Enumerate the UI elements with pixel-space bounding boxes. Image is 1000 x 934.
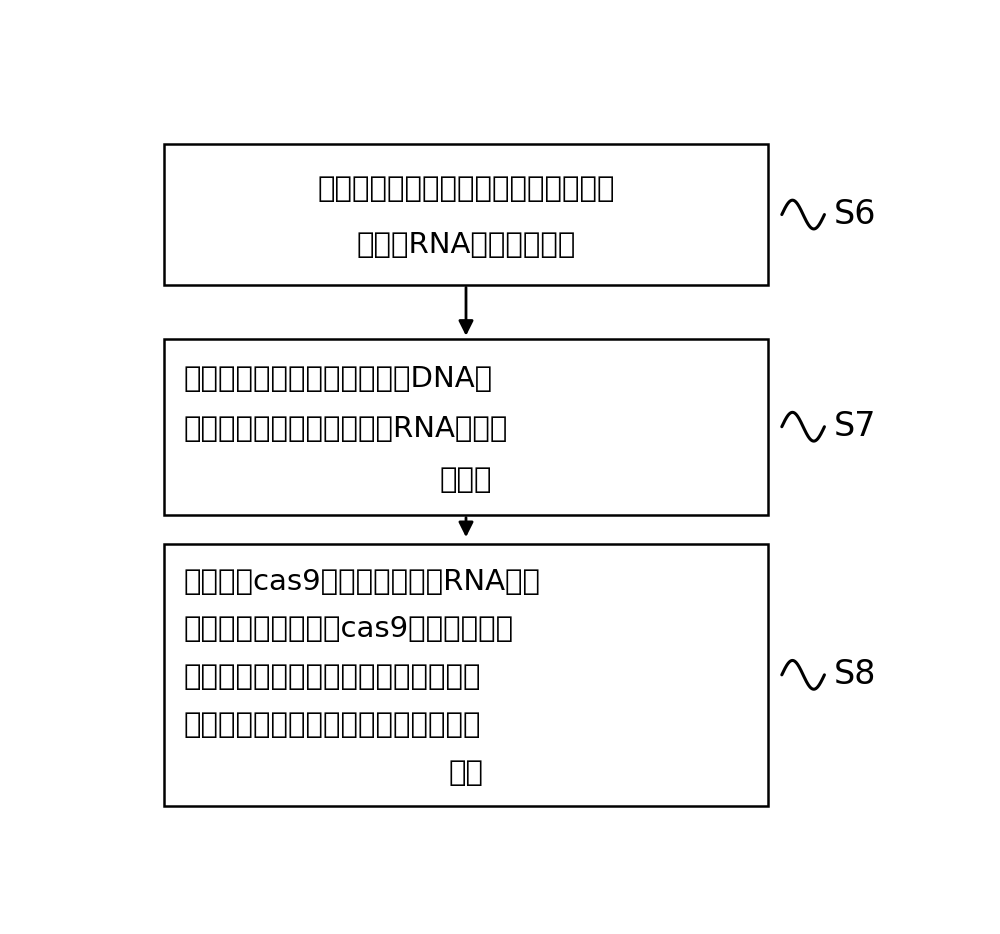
Text: 根据位于所述靶标片段上下游两端的所: 根据位于所述靶标片段上下游两端的所 (317, 176, 615, 204)
Text: S6: S6 (834, 198, 877, 231)
FancyBboxPatch shape (164, 145, 768, 285)
Text: 证片段: 证片段 (440, 465, 492, 493)
Text: 述待验证片段电泳与预设片段大小进行: 述待验证片段电泳与预设片段大小进行 (183, 711, 481, 739)
FancyBboxPatch shape (164, 544, 768, 806)
Text: 通过所述cas9蛋白和所述向导RNA对所: 通过所述cas9蛋白和所述向导RNA对所 (183, 568, 540, 596)
Text: 切割所述待验证片段，将经过切割的所: 切割所述待验证片段，将经过切割的所 (183, 663, 481, 691)
Text: 行扩增，获得包括所述向导RNA的待验: 行扩增，获得包括所述向导RNA的待验 (183, 416, 508, 444)
FancyBboxPatch shape (164, 339, 768, 515)
Text: 通过所述验证引物和所述样本DNA进: 通过所述验证引物和所述样本DNA进 (183, 365, 492, 393)
Text: 述待验证片段做体外cas9酶切反应，以: 述待验证片段做体外cas9酶切反应，以 (183, 616, 513, 644)
Text: S8: S8 (834, 658, 876, 691)
Text: S7: S7 (834, 410, 877, 444)
Text: 比较: 比较 (448, 758, 484, 786)
Text: 述向导RNA设计验证引物: 述向导RNA设计验证引物 (356, 232, 576, 260)
